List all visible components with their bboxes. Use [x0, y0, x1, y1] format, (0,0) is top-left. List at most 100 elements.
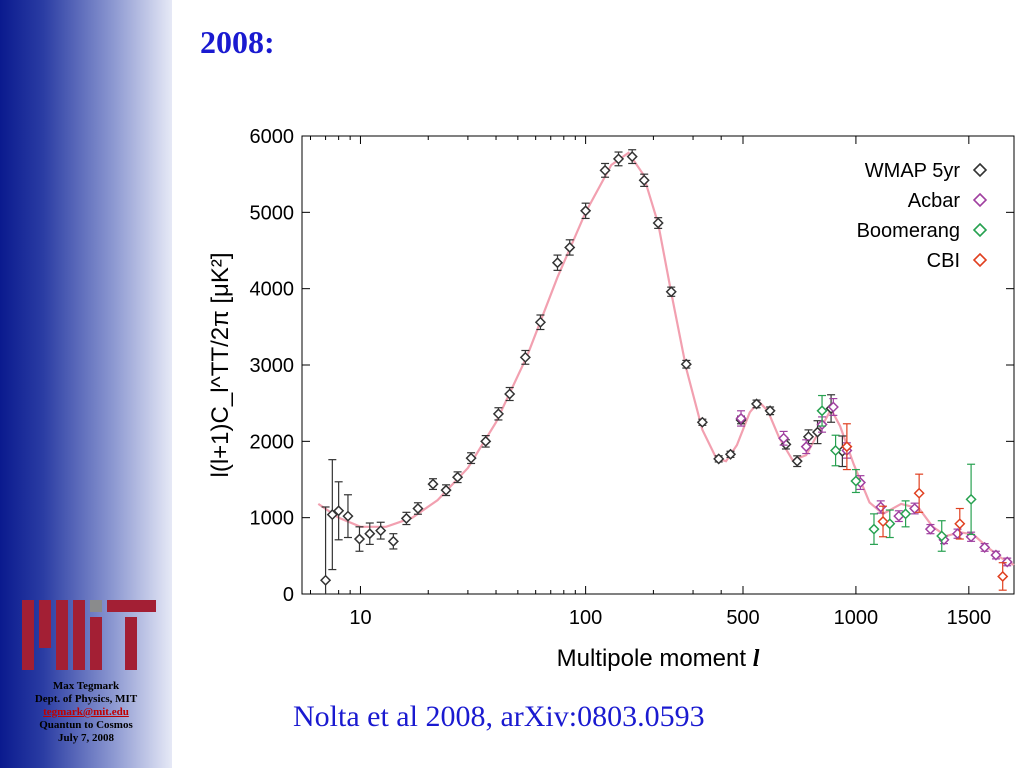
data-point [504, 388, 516, 400]
data-point [326, 509, 338, 521]
legend: WMAP 5yr Acbar Boomerang CBI [857, 160, 988, 272]
data-point [680, 358, 692, 370]
legend-marker [972, 252, 988, 268]
logo-bar [125, 617, 137, 670]
data-point [534, 316, 546, 328]
logo-bar [22, 600, 34, 670]
series-acbar [735, 397, 1013, 568]
data-point [452, 471, 464, 483]
data-point [599, 164, 611, 176]
data-point [342, 510, 354, 522]
y-tick-label: 3000 [250, 355, 295, 377]
y-tick-label: 2000 [250, 431, 295, 453]
data-point [954, 518, 966, 530]
data-point [965, 493, 977, 505]
x-axis-symbol: l [753, 646, 760, 672]
data-point [626, 151, 638, 163]
logo-bar [90, 617, 102, 670]
data-point [800, 441, 812, 453]
cmb-power-spectrum-chart: 0 1000 2000 3000 4000 5000 6000 10 100 500 1000 15… [207, 126, 1015, 672]
author-name: Max Tegmark [52, 680, 120, 692]
data-point [997, 570, 1009, 583]
data-point [735, 412, 747, 424]
logo-bar [107, 600, 156, 612]
series-boomerang [816, 394, 977, 552]
data-point [353, 533, 366, 545]
data-point [850, 475, 862, 487]
data-point [564, 241, 576, 254]
data-point [519, 351, 531, 363]
data-point [951, 528, 964, 540]
sidebar: Max Tegmark Dept. of Physics, MIT tegmar… [0, 0, 172, 768]
data-point [1001, 556, 1013, 568]
logo-bar [90, 600, 102, 612]
author-dept: Dept. of Physics, MIT [34, 693, 138, 705]
data-point [816, 405, 828, 417]
legend-label: WMAP 5yr [865, 160, 961, 182]
data-point [551, 257, 564, 269]
data-point [900, 508, 912, 520]
data-point [936, 530, 948, 542]
y-tick-label: 5000 [250, 202, 295, 224]
data-point [465, 452, 477, 464]
data-point [320, 574, 332, 586]
data-point [724, 448, 737, 460]
data-point [333, 505, 345, 517]
data-point [696, 416, 708, 428]
data-point [375, 525, 387, 537]
y-axis: 0 1000 2000 3000 4000 5000 6000 [250, 126, 1014, 606]
data-point [492, 408, 504, 420]
legend-marker [972, 162, 988, 178]
data-point [924, 523, 937, 535]
y-tick-label: 4000 [250, 279, 295, 301]
citation: Nolta et al 2008, arXiv:0803.0593 [293, 700, 705, 733]
logo-bar [39, 600, 51, 648]
model-curve [317, 151, 1015, 566]
legend-label: CBI [927, 250, 960, 272]
x-tick-label: 1000 [834, 607, 879, 629]
data-point [979, 541, 991, 553]
y-tick-label: 1000 [250, 508, 295, 530]
data-point [811, 426, 824, 438]
event-name: Quantun to Cosmos [39, 719, 133, 731]
data-point [778, 432, 790, 444]
x-tick-label: 10 [349, 607, 371, 629]
data-point [400, 512, 412, 524]
data-point [713, 453, 725, 465]
data-point [913, 487, 925, 499]
footer: Max Tegmark Dept. of Physics, MIT tegmar… [0, 680, 172, 745]
data-point [990, 549, 1002, 561]
data-point [877, 515, 889, 528]
event-date: July 7, 2008 [58, 732, 114, 744]
data-point [427, 478, 439, 490]
data-point [791, 455, 803, 467]
data-point [364, 528, 376, 540]
legend-label: Boomerang [857, 220, 960, 242]
author-email-link[interactable]: tegmark@mit.edu [43, 706, 129, 718]
x-axis-label: Multipole moment l [557, 645, 760, 672]
data-point [387, 535, 399, 547]
data-point [909, 502, 921, 515]
data-point [480, 435, 492, 447]
slide-title: 2008: [200, 24, 275, 60]
data-point [612, 153, 625, 165]
y-axis-label: l(l+1)C_l^TT/2π [μK²] [207, 252, 234, 477]
data-point [412, 502, 424, 515]
data-point [750, 398, 763, 410]
y-tick-label: 6000 [250, 126, 295, 148]
x-tick-label: 500 [726, 607, 759, 629]
data-point [665, 286, 677, 298]
model-curve-group [317, 151, 1015, 566]
data-point [652, 217, 664, 229]
data-point [827, 401, 839, 413]
data-points-group [320, 149, 1013, 595]
x-tick-label: 1500 [947, 607, 992, 629]
data-point [440, 484, 452, 496]
data-point [764, 405, 776, 417]
data-point [638, 174, 650, 186]
data-point [802, 431, 815, 443]
legend-label: Acbar [908, 190, 961, 212]
data-point [580, 205, 592, 217]
x-tick-label: 100 [569, 607, 602, 629]
data-point [830, 444, 842, 457]
